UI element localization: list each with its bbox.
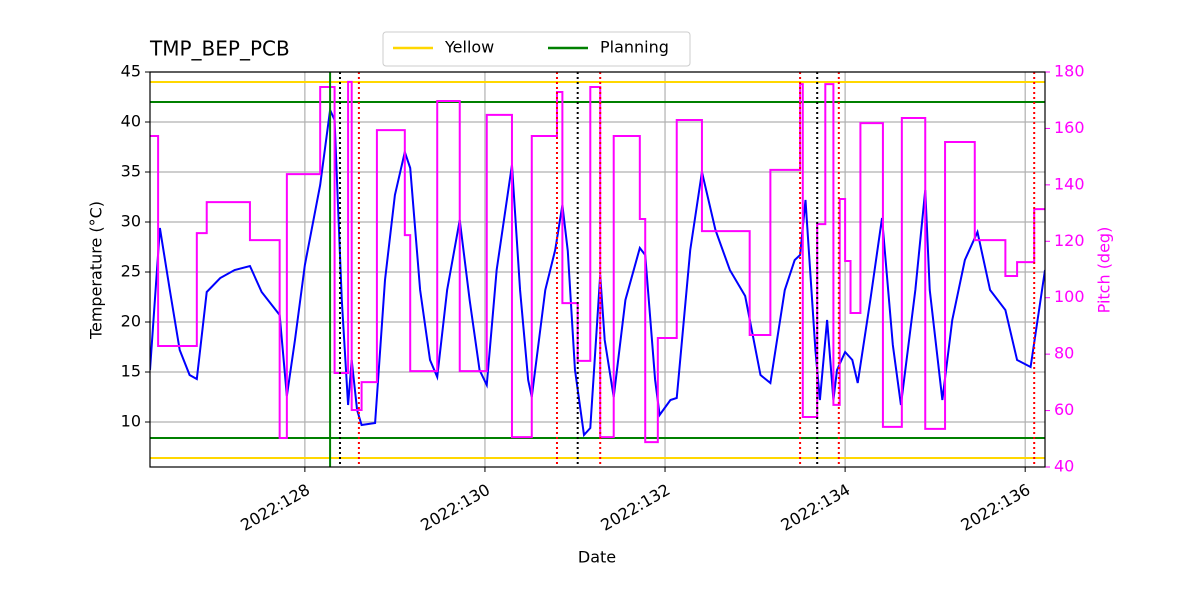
y2-tick-label: 160 xyxy=(1054,118,1085,137)
y2-tick-label: 100 xyxy=(1054,287,1085,306)
y-tick-label: 45 xyxy=(121,62,141,81)
y2-tick-label: 40 xyxy=(1054,457,1074,476)
x-axis-label: Date xyxy=(578,548,616,567)
y2-tick-label: 80 xyxy=(1054,344,1074,363)
series-line xyxy=(150,106,1045,438)
plot-area xyxy=(150,72,1045,467)
legend-label: Yellow xyxy=(444,38,494,57)
y2-tick-label: 60 xyxy=(1054,400,1074,419)
plot-frame xyxy=(149,71,1046,468)
y2-tick-label: 180 xyxy=(1054,62,1085,81)
y-tick-label: 15 xyxy=(121,362,141,381)
y-tick-label: 20 xyxy=(121,312,141,331)
y2-axis-label: Pitch (deg) xyxy=(1095,227,1114,314)
y2-tick-label: 120 xyxy=(1054,231,1085,250)
y-tick-label: 30 xyxy=(121,212,141,231)
y-tick-label: 25 xyxy=(121,262,141,281)
series-line xyxy=(150,80,1045,444)
y-tick-label: 10 xyxy=(121,412,141,431)
y-axis-label: Temperature (°C) xyxy=(87,201,106,340)
legend-box xyxy=(382,31,691,67)
chart-title: TMP_BEP_PCB xyxy=(149,37,290,61)
y-tick-label: 35 xyxy=(121,162,141,181)
legend-label: Planning xyxy=(600,38,669,57)
y-tick-label: 40 xyxy=(121,112,141,131)
y2-tick-label: 140 xyxy=(1054,174,1085,193)
